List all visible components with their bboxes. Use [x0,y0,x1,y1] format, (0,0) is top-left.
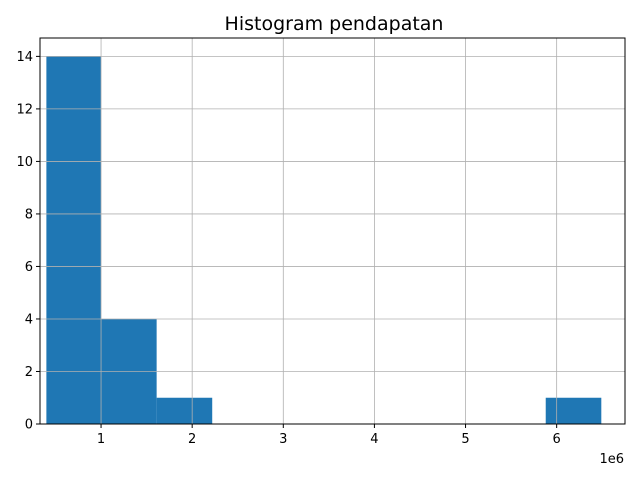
histogram-bars [46,56,602,424]
y-tick-label: 12 [16,102,33,117]
x-tick-label: 4 [370,432,378,447]
y-tick-label: 0 [25,418,33,433]
y-tick-label: 8 [25,207,33,222]
x-tick-label: 5 [461,432,469,447]
grid-lines [40,38,625,425]
plot-frame [39,37,626,425]
x-tick-label: 3 [279,432,287,447]
x-tick-label: 2 [188,432,196,447]
y-tick-label: 14 [16,50,33,65]
x-tick-label: 6 [553,432,561,447]
y-axis-ticks: 0 2 4 6 8 10 12 14 [16,50,40,433]
chart-title: Histogram pendapatan [225,13,444,35]
y-tick-label: 4 [25,312,33,327]
histogram-bar [545,397,602,424]
histogram-bar [156,397,213,424]
histogram-bar [46,56,102,424]
x-tick-label: 1 [97,432,105,447]
x-axis-ticks: 1 2 3 4 5 6 [97,424,561,447]
x-axis-offset-label: 1e6 [599,452,624,467]
axes-frame [39,37,626,425]
y-tick-label: 2 [25,365,33,380]
y-tick-label: 6 [25,260,33,275]
y-tick-label: 10 [16,155,33,170]
